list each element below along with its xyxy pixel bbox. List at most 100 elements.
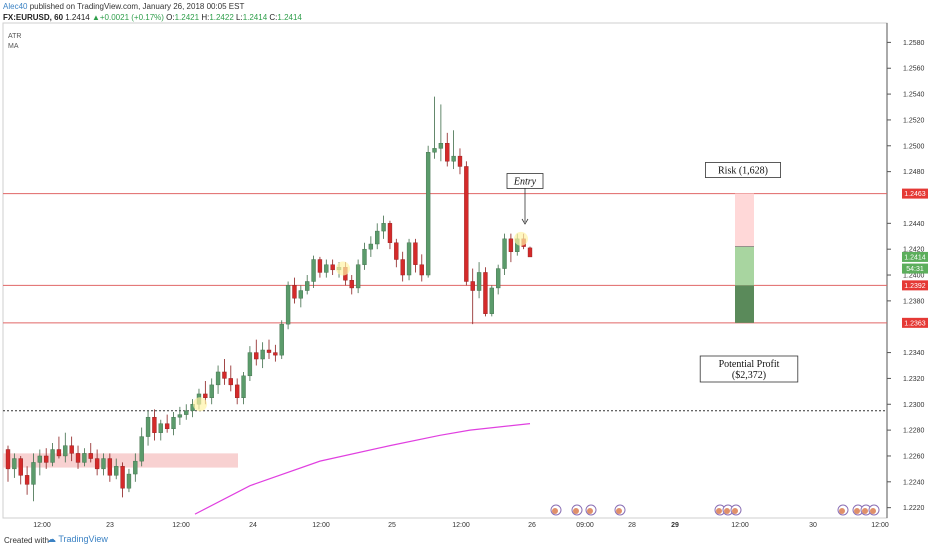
x-tick-label-8: 09:00 [576, 522, 594, 529]
chart-frame [2, 22, 888, 519]
event-flag-icon-1 [573, 508, 579, 514]
publish-text: published on TradingView.com, January 26… [29, 2, 245, 11]
risk-box [735, 193, 754, 247]
cloud-icon: ☁ [47, 534, 56, 544]
price-tag-text-2: 54:31 [906, 266, 924, 273]
symbol-info: FX:EURUSD, 60 1.2414 ▲+0.0021 (+0.17%) O… [3, 13, 302, 22]
event-flag-icon-6 [732, 508, 738, 514]
profit-box-dark [735, 285, 754, 323]
open-label: O: [166, 13, 175, 22]
candle-body-40 [260, 349, 265, 360]
candle-body-58 [375, 230, 380, 245]
low-label: L: [236, 13, 243, 22]
event-flag-icon-5 [724, 508, 730, 514]
candle-body-41 [266, 349, 272, 353]
price-tag-1 [902, 251, 928, 262]
highlight-circle-2 [514, 231, 528, 246]
candle-body-60 [387, 223, 393, 243]
candle-body-51 [330, 264, 335, 271]
candle-body-38 [247, 352, 253, 377]
y-tick-label-13: 1.2280 [903, 428, 925, 435]
price-tag-text-3: 1.2392 [904, 283, 926, 290]
event-flag-icon-7 [839, 508, 845, 514]
publish-info: Alec40 published on TradingView.com, Jan… [3, 2, 244, 11]
candle-body-20 [133, 460, 138, 475]
y-tick-label-6: 1.2440 [903, 221, 925, 228]
profit-label-text-0: Potential Profit [719, 359, 780, 370]
candle-body-61 [394, 242, 399, 260]
candle-body-6 [44, 455, 49, 463]
candle-body-82 [527, 247, 533, 258]
author-link[interactable]: Alec40 [3, 2, 28, 11]
candle-body-28 [184, 410, 189, 415]
x-tick-label-1: 23 [106, 522, 114, 529]
candle-body-2 [18, 458, 23, 476]
candle-body-79 [508, 238, 514, 252]
y-tick-label-16: 1.2220 [903, 505, 925, 512]
candle-body-66 [425, 152, 431, 276]
candle-body-46 [298, 290, 304, 299]
candle-body-70 [451, 155, 456, 162]
profit-label-box [699, 355, 799, 383]
y-tick-label-4: 1.2500 [903, 143, 925, 150]
price-tag-4 [902, 317, 928, 328]
y-tick-label-7: 1.2420 [903, 247, 925, 254]
highlight-circle-1 [336, 261, 350, 276]
candle-body-69 [445, 142, 450, 162]
y-tick-label-15: 1.2240 [903, 479, 925, 486]
close-label: C: [269, 13, 278, 22]
candle-body-75 [483, 272, 488, 314]
candle-body-11 [75, 453, 81, 463]
highlight-circle-0 [193, 397, 207, 412]
candle-body-19 [126, 473, 132, 489]
risk-label-box [705, 162, 782, 178]
candle-body-39 [254, 352, 259, 360]
y-tick-label-8: 1.2400 [903, 273, 925, 280]
price-tag-3 [902, 280, 928, 291]
candle-body-76 [489, 287, 494, 314]
candle-body-45 [292, 285, 297, 299]
candle-body-18 [120, 466, 125, 489]
y-tick-label-1: 1.2560 [903, 66, 925, 73]
price-change: +0.0021 (+0.17%) [99, 13, 164, 22]
event-flag-icon-9 [862, 508, 868, 514]
candle-body-37 [241, 375, 246, 399]
profit-label-text-1: ($2,372) [732, 370, 766, 381]
price-tag-text-1: 1.2414 [904, 254, 926, 261]
candle-body-44 [285, 285, 291, 325]
x-tick-label-4: 12:00 [312, 522, 330, 529]
indicator-atr[interactable]: ATR [8, 33, 22, 40]
candle-body-12 [82, 453, 87, 463]
event-flag-icon-3 [616, 508, 622, 514]
triangle-up-icon: ▲ [91, 13, 100, 22]
footer: Created with ☁ TradingView [0, 530, 932, 550]
candle-body-48 [311, 259, 316, 282]
candle-body-49 [317, 259, 323, 273]
candle-body-77 [495, 268, 501, 289]
candle-body-54 [349, 279, 354, 289]
entry-label-text-0: Entry [513, 177, 537, 188]
candle-body-3 [24, 475, 30, 485]
candle-body-42 [273, 352, 278, 356]
x-tick-label-6: 12:00 [452, 522, 470, 529]
indicator-ma[interactable]: MA [8, 43, 19, 50]
event-flag-icon-2 [587, 508, 593, 514]
candle-body-16 [107, 458, 113, 476]
last-price: 1.2414 [65, 13, 90, 22]
y-tick-label-9: 1.2380 [903, 298, 925, 305]
candle-body-27 [177, 414, 183, 418]
candle-body-67 [432, 148, 437, 153]
moving-average-line [194, 423, 531, 515]
candle-body-0 [5, 449, 11, 470]
tradingview-brand[interactable]: ☁ TradingView [47, 534, 108, 545]
candle-body-78 [502, 238, 507, 269]
candle-body-34 [222, 371, 227, 379]
candle-body-55 [355, 264, 361, 289]
event-flag-icon-10 [870, 508, 876, 514]
event-flag-icon-0 [552, 508, 558, 514]
entry-arrow-head [521, 218, 529, 225]
risk-label-text-0: Risk (1,628) [718, 166, 768, 177]
price-tag-2 [902, 263, 928, 274]
brand-label: TradingView [58, 534, 108, 544]
